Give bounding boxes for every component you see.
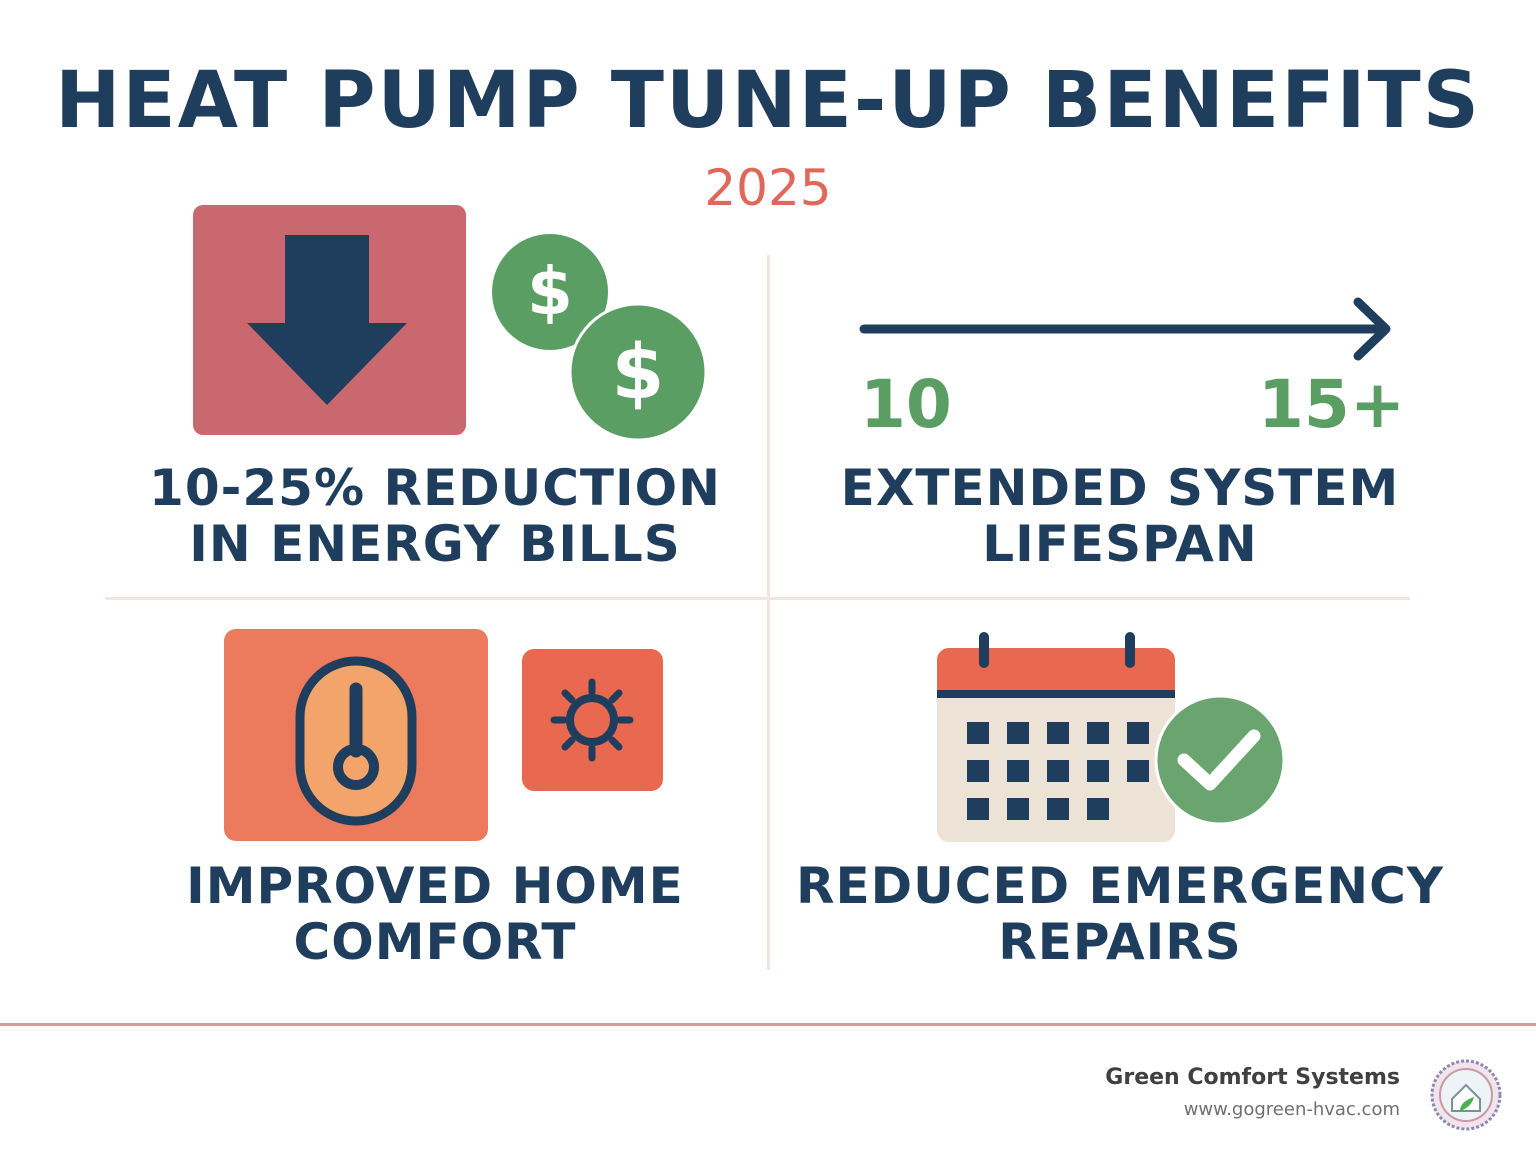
comfort-caption-line1: IMPROVED HOME [186,857,684,915]
lifespan-start-value: 10 [860,366,952,443]
comfort-caption-line2: COMFORT [293,913,577,971]
brand-name: Green Comfort Systems [1105,1065,1400,1090]
dollar-coin-icon: $ $ [492,234,708,442]
svg-text:$: $ [612,327,665,416]
vertical-divider [767,255,770,970]
comfort-caption: IMPROVED HOME COMFORT [105,858,765,970]
energy-caption-line2: IN ENERGY BILLS [189,515,681,573]
brand-url: www.gogreen-hvac.com [1183,1099,1400,1120]
repairs-caption-line2: REPAIRS [998,913,1242,971]
lifespan-caption-line2: LIFESPAN [982,515,1258,573]
page-year: 2025 [704,159,832,217]
lifespan-end-value: 15+ [1258,366,1406,443]
lifespan-caption-line1: EXTENDED SYSTEM [840,459,1400,517]
down-arrow-icon [193,205,466,435]
energy-caption: 10-25% REDUCTION IN ENERGY BILLS [105,460,765,572]
repairs-caption-line1: REDUCED EMERGENCY [795,857,1445,915]
lifespan-caption: EXTENDED SYSTEM LIFESPAN [790,460,1450,572]
calendar-icon [937,632,1175,842]
checkmark-icon [1154,694,1286,826]
footer-divider [0,1023,1536,1026]
repairs-caption: REDUCED EMERGENCY REPAIRS [790,858,1450,970]
page-title: HEAT PUMP TUNE-UP BENEFITS [55,56,1481,146]
right-arrow-icon [859,297,1391,361]
energy-caption-line1: 10-25% REDUCTION [149,459,721,517]
thermostat-icon [224,629,488,841]
horizontal-divider [105,597,1410,600]
svg-text:$: $ [527,253,573,330]
brand-logo-icon [1430,1059,1502,1131]
sun-icon [522,649,663,791]
